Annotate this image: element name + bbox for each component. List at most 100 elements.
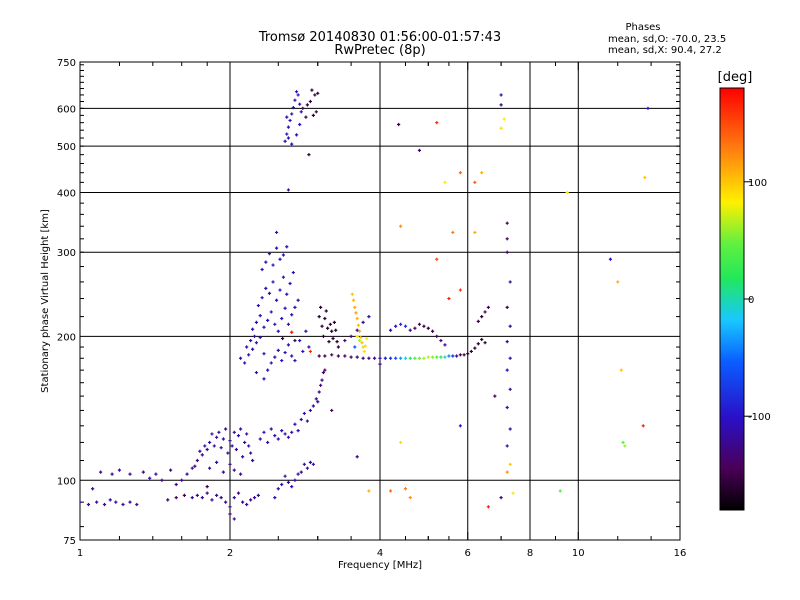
data-point bbox=[190, 466, 194, 470]
data-point bbox=[305, 103, 310, 107]
data-point bbox=[408, 356, 412, 360]
data-point bbox=[285, 245, 289, 249]
data-point bbox=[511, 491, 515, 495]
data-point bbox=[439, 355, 443, 359]
data-point bbox=[266, 440, 270, 445]
data-point bbox=[317, 315, 321, 319]
data-point bbox=[505, 368, 509, 372]
data-point bbox=[290, 112, 294, 116]
data-point bbox=[180, 478, 184, 482]
data-point bbox=[283, 474, 287, 478]
data-point bbox=[558, 489, 562, 493]
data-point bbox=[281, 275, 286, 279]
data-point bbox=[413, 356, 417, 360]
data-point bbox=[262, 430, 266, 434]
x-tick-label: 4 bbox=[377, 548, 383, 559]
data-point bbox=[483, 310, 487, 314]
colorbar-tick-label: 100 bbox=[748, 178, 767, 189]
data-point bbox=[403, 324, 408, 328]
data-point bbox=[307, 345, 311, 349]
data-point bbox=[327, 340, 331, 344]
data-point bbox=[408, 328, 412, 332]
data-point bbox=[296, 298, 300, 302]
data-point bbox=[241, 500, 245, 504]
data-point bbox=[458, 353, 463, 357]
data-point bbox=[193, 464, 197, 468]
data-point bbox=[311, 404, 315, 408]
data-point bbox=[310, 88, 314, 92]
data-point bbox=[288, 281, 292, 286]
data-point bbox=[286, 480, 291, 484]
data-point bbox=[458, 171, 463, 175]
data-point bbox=[349, 334, 353, 338]
data-point bbox=[360, 341, 364, 345]
data-point bbox=[394, 324, 398, 328]
data-point bbox=[508, 427, 512, 431]
data-point bbox=[447, 354, 451, 358]
data-point bbox=[271, 263, 275, 267]
data-point bbox=[291, 106, 295, 110]
data-point bbox=[388, 489, 393, 493]
data-point bbox=[621, 440, 625, 445]
data-point bbox=[413, 326, 417, 330]
data-point bbox=[317, 354, 321, 358]
data-point bbox=[269, 361, 273, 365]
data-point bbox=[394, 356, 398, 360]
data-point bbox=[264, 260, 268, 264]
data-point bbox=[212, 444, 216, 448]
data-point bbox=[619, 368, 623, 372]
data-point bbox=[473, 180, 477, 184]
data-point bbox=[290, 313, 294, 317]
data-point bbox=[336, 345, 340, 349]
data-point bbox=[195, 493, 199, 497]
data-point bbox=[80, 500, 82, 504]
data-point bbox=[256, 493, 260, 497]
data-point bbox=[210, 432, 214, 436]
data-point bbox=[308, 460, 313, 464]
data-point bbox=[266, 368, 270, 372]
data-point bbox=[328, 322, 332, 326]
data-point bbox=[267, 291, 272, 296]
data-point bbox=[435, 334, 439, 338]
data-point bbox=[476, 319, 480, 323]
data-point bbox=[458, 288, 463, 292]
data-point bbox=[323, 316, 327, 321]
data-point bbox=[286, 322, 291, 326]
data-point bbox=[286, 188, 291, 192]
data-point bbox=[273, 322, 277, 326]
data-point bbox=[508, 462, 512, 466]
data-point bbox=[304, 115, 308, 119]
data-point bbox=[308, 99, 313, 104]
data-point bbox=[426, 355, 430, 359]
data-point bbox=[273, 355, 277, 359]
data-point bbox=[271, 280, 275, 284]
data-point bbox=[264, 286, 268, 291]
data-point bbox=[294, 133, 299, 137]
data-point bbox=[215, 460, 219, 464]
data-point bbox=[336, 354, 340, 358]
data-point bbox=[565, 190, 569, 195]
data-point bbox=[207, 440, 212, 445]
data-point bbox=[417, 322, 422, 326]
data-point bbox=[232, 468, 236, 472]
data-point bbox=[238, 356, 243, 360]
data-point bbox=[321, 334, 326, 338]
chart-subtitle: RwPretec (8p) bbox=[334, 43, 425, 58]
data-point bbox=[365, 336, 369, 341]
data-point bbox=[480, 315, 484, 319]
data-point bbox=[499, 495, 503, 500]
y-tick-label: 400 bbox=[57, 188, 76, 199]
data-point bbox=[466, 352, 470, 356]
data-point bbox=[174, 482, 178, 487]
data-point bbox=[283, 306, 287, 310]
data-point bbox=[317, 390, 321, 394]
data-point bbox=[293, 358, 297, 363]
data-point bbox=[262, 377, 266, 381]
data-point bbox=[430, 355, 435, 359]
y-tick-label: 500 bbox=[57, 142, 76, 153]
data-point bbox=[232, 495, 236, 500]
data-point bbox=[290, 142, 294, 146]
data-point bbox=[236, 491, 241, 495]
data-point bbox=[290, 354, 294, 358]
